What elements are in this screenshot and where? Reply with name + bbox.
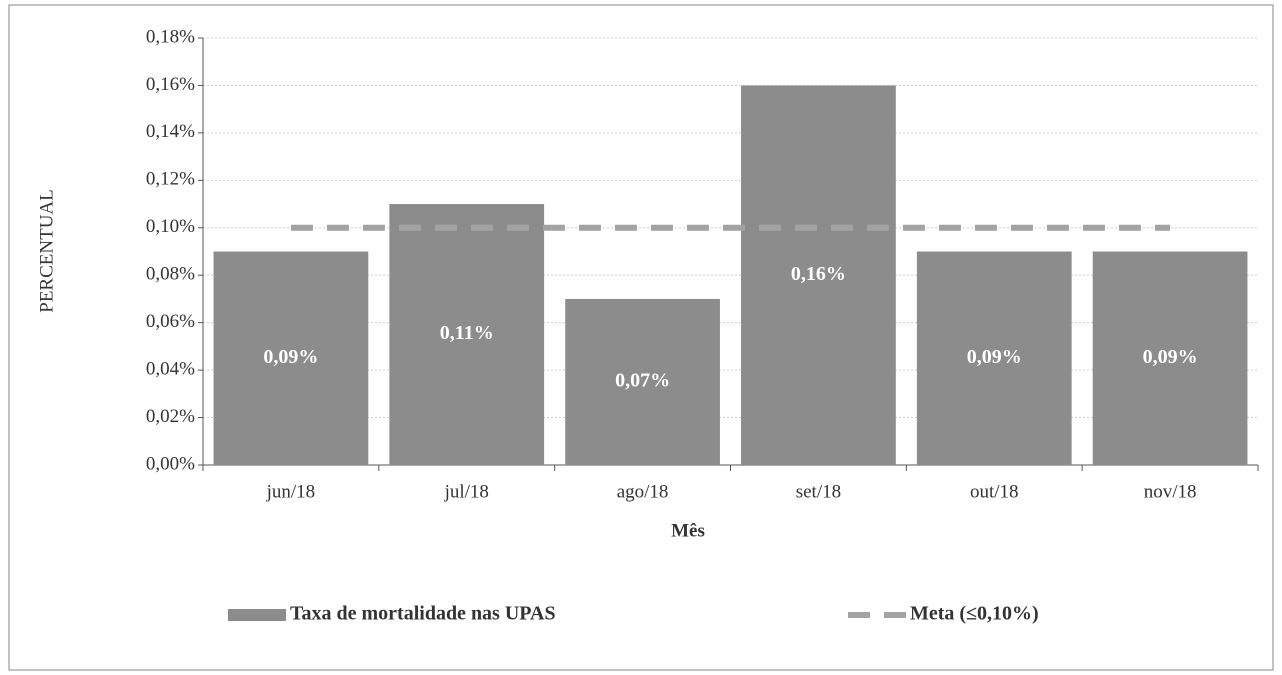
y-tick-label: 0,00%	[146, 453, 195, 474]
x-axis-title: Mês	[671, 520, 705, 541]
y-tick-label: 0,14%	[146, 121, 195, 142]
legend-swatch	[228, 609, 286, 621]
bar	[1092, 251, 1248, 465]
data-label: 0,09%	[1143, 346, 1198, 368]
y-axis-title: PERCENTUAL	[36, 189, 57, 313]
x-tick-label: set/18	[796, 481, 841, 502]
y-tick-label: 0,02%	[146, 406, 195, 427]
y-tick-label: 0,18%	[146, 26, 195, 47]
legend-label: Meta (≤0,10%)	[910, 603, 1039, 625]
x-tick-label: out/18	[970, 481, 1019, 502]
bar	[389, 204, 545, 466]
y-tick-label: 0,04%	[146, 358, 195, 379]
bar	[565, 298, 720, 465]
x-tick-label: ago/18	[617, 481, 669, 502]
data-label: 0,09%	[263, 346, 318, 368]
x-tick-label: jul/18	[444, 481, 489, 502]
bar	[213, 251, 369, 465]
y-tick-label: 0,08%	[146, 264, 195, 285]
legend-label: Taxa de mortalidade nas UPAS	[290, 603, 556, 625]
y-tick-label: 0,12%	[146, 169, 195, 190]
data-label: 0,07%	[615, 370, 670, 392]
data-label: 0,11%	[440, 322, 494, 344]
data-label: 0,16%	[791, 263, 846, 285]
x-tick-label: jun/18	[266, 481, 316, 502]
data-label: 0,09%	[967, 346, 1022, 368]
x-tick-label: nov/18	[1144, 481, 1197, 502]
bar	[916, 251, 1072, 465]
y-tick-label: 0,16%	[146, 74, 195, 95]
bar	[741, 85, 896, 465]
y-tick-label: 0,06%	[146, 311, 195, 332]
y-tick-label: 0,10%	[146, 216, 195, 237]
